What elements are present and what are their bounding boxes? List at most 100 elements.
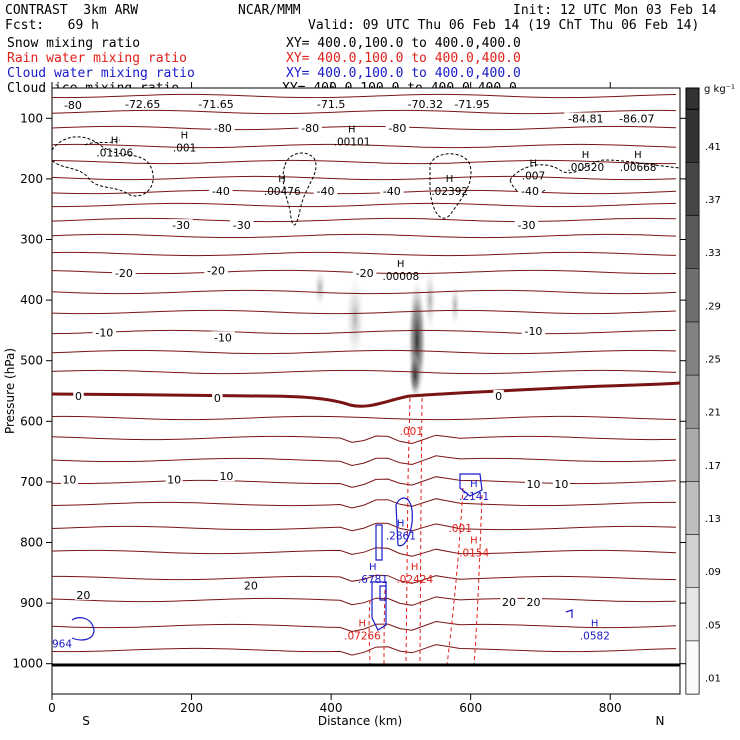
contour-label: -72.65: [125, 98, 160, 111]
extremum-value: .0154: [459, 547, 489, 559]
colorbar-segment: [685, 215, 700, 269]
contour-label: -70.32: [408, 98, 443, 111]
rain-contour-3: [446, 487, 464, 666]
contour-label-bg: [242, 579, 260, 591]
rain-contour-2: [419, 397, 423, 666]
colorbar-segment: [685, 481, 700, 535]
extremum-value: 964: [52, 638, 72, 650]
contour-label-bg: [121, 97, 165, 109]
colorbar: .01 .05 .09 .13 .17 .21 .25 .29 .33 .37 .41: [685, 87, 721, 695]
extremum-mark: H: [359, 618, 367, 629]
run-title: CONTRAST 3km ARW: [5, 3, 139, 18]
contour-label-bg: [73, 390, 84, 402]
extremum-mark: H: [529, 158, 537, 169]
colorbar-label: .01: [705, 673, 721, 684]
contour-label-bg: [217, 470, 235, 482]
temperature-contour-line: [51, 175, 677, 181]
extremum-mark: H: [582, 150, 590, 161]
x-end-left: S: [82, 714, 90, 728]
contour-label-bg: [615, 112, 659, 124]
y-tick-label: 300: [20, 233, 43, 247]
contour-label: -30: [172, 219, 190, 232]
temperature-contour-line: [51, 309, 677, 315]
field-xy-snow: XY= 400.0,100.0 to 400.0,400.0: [286, 36, 521, 51]
contour-label: 20: [526, 596, 540, 609]
contour-label-bg: [552, 477, 570, 489]
rain-contour-4: [473, 494, 483, 666]
rain-water-contours: [368, 397, 483, 666]
x-tick-label: 400: [320, 701, 343, 715]
contour-label-bg: [74, 588, 92, 600]
extremum-value: .00101: [334, 137, 371, 149]
contour-label: 20: [76, 589, 90, 602]
extremum-mark: H: [470, 479, 478, 490]
contour-label: 10: [62, 474, 76, 487]
y-tick-label: 600: [20, 414, 43, 428]
extremum-value: .00668: [620, 162, 657, 174]
snow-shading: [314, 270, 460, 400]
extremum-value: .001: [173, 143, 196, 155]
temperature-contour-line: [51, 620, 677, 633]
temperature-contour-line: [51, 369, 677, 375]
colorbar-label: .21: [705, 408, 721, 419]
temperature-contour-line: [51, 189, 677, 195]
colorbar-label: .05: [705, 620, 721, 631]
extremum-value: .07266: [344, 630, 381, 642]
cloud-water-contours: [71, 473, 573, 641]
snow-core-lower: [409, 353, 421, 397]
cloud-contour-7: [565, 609, 573, 618]
extremum-value: .02424: [396, 574, 433, 586]
contour-label: 10: [219, 470, 233, 483]
colorbar-label: .29: [705, 301, 721, 312]
x-tick-label: 800: [599, 701, 622, 715]
extremum-value: .001: [400, 426, 423, 438]
temperature-contour-line: [51, 644, 677, 656]
colorbar-label: .41: [705, 142, 721, 153]
contour-label: 20: [502, 596, 516, 609]
rain-contour-6: [383, 589, 386, 666]
colorbar-unit: g kg⁻¹: [704, 84, 735, 95]
plot-area: -80 -72.65 -71.65 -71.5 -70.32 -71.95 -84.81 -8…: [51, 87, 681, 695]
contour-label-bg: [385, 122, 410, 134]
ice-contour-2: [282, 152, 317, 226]
y-tick-label: 900: [20, 596, 43, 610]
contour-label: -80: [388, 122, 406, 135]
snow-side-1: [346, 278, 364, 358]
field-xy-cloud-water: XY= 400.0,100.0 to 400.0,400.0: [286, 66, 521, 81]
y-tick-label: 700: [20, 475, 43, 489]
contour-label-bg: [211, 331, 235, 343]
contour-label: -30: [233, 219, 251, 232]
snow-side-2: [424, 270, 436, 330]
extremum-mark: H: [348, 125, 356, 136]
y-tick-label: 500: [20, 354, 43, 368]
temperature-contours: [51, 93, 677, 656]
temperature-contour-line: [51, 547, 677, 557]
contour-label-bg: [312, 97, 350, 109]
contour-label-bg: [209, 185, 233, 197]
contour-label-bg: [493, 390, 504, 402]
extremum-value: .0582: [580, 630, 610, 642]
contour-label-bg: [169, 219, 193, 231]
contour-label: -20: [115, 267, 133, 280]
contour-label: 0: [495, 390, 502, 403]
colorbar-segment: [685, 427, 700, 482]
colorbar-segment: [685, 587, 700, 642]
zero-degree-contour: [51, 381, 681, 408]
colorbar-label: .37: [705, 195, 721, 206]
extremum-mark: H: [111, 135, 119, 146]
x-tick-label: 200: [180, 701, 203, 715]
extremum-value: .007: [522, 170, 545, 182]
contour-label-bg: [92, 326, 117, 338]
contour-label: 0: [214, 392, 221, 405]
temperature-contour-line: [51, 143, 677, 149]
ice-contour-3: [429, 153, 472, 219]
field-label-cloud-water: Cloud water mixing ratio: [7, 66, 195, 81]
temperature-contour-line: [51, 289, 677, 295]
colorbar-segment: [685, 640, 700, 695]
temperature-contour-line: [51, 233, 677, 239]
center-title: NCAR/MMM: [238, 3, 301, 18]
contour-label: 10: [554, 478, 568, 491]
contour-label-bg: [521, 325, 546, 337]
x-tick-label: 0: [48, 701, 56, 715]
temperature-contour-line: [51, 596, 677, 606]
